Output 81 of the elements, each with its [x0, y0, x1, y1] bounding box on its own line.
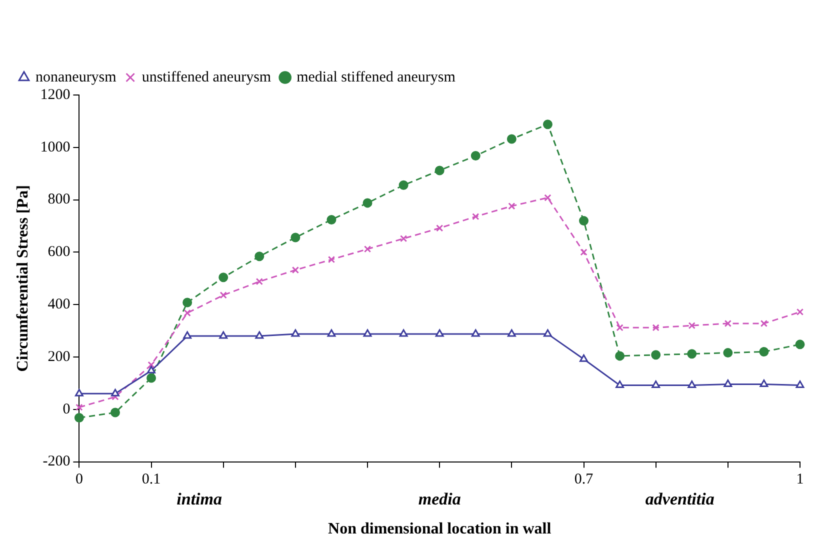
point: [218, 272, 228, 282]
point: [327, 329, 336, 337]
text: adventitia: [645, 490, 715, 509]
point: [220, 292, 227, 299]
point: [292, 266, 300, 274]
point: [434, 166, 444, 176]
text: intima: [176, 490, 222, 509]
x-axis-title: Non dimensional location in wall: [328, 520, 552, 538]
point: [471, 329, 480, 337]
point: [759, 347, 769, 357]
point: [74, 413, 84, 423]
point: [400, 235, 408, 242]
y-axis-title: Circumferential Stress [Pa]: [14, 185, 32, 372]
point: [436, 224, 444, 232]
point: [542, 120, 552, 130]
point: [326, 214, 336, 224]
point: [616, 324, 624, 332]
point: [652, 324, 660, 332]
point: [148, 361, 155, 368]
point: [362, 198, 372, 208]
point: [795, 340, 805, 350]
point: [760, 380, 768, 387]
x-tick-label: 0: [75, 472, 83, 488]
point: [724, 320, 732, 328]
point: [146, 373, 156, 383]
point: [507, 329, 516, 337]
x-tick-label: 0.7: [574, 472, 594, 488]
point: [651, 350, 661, 360]
point: [796, 308, 804, 316]
point: [110, 408, 120, 418]
y-tick-label: 600: [48, 244, 70, 260]
point: [398, 180, 408, 190]
y-tick-label: -200: [42, 454, 70, 470]
point: [579, 216, 589, 226]
point: [328, 256, 336, 264]
y-tick-label: 200: [48, 348, 70, 365]
legend-label: unstiffened aneurysm: [142, 69, 272, 86]
point: [615, 351, 625, 361]
point: [290, 232, 300, 242]
y-tick-label: 800: [48, 192, 70, 208]
point: [724, 380, 732, 387]
point: [616, 380, 624, 388]
x-tick-label: 1: [796, 472, 804, 488]
point: [111, 388, 120, 396]
point: [544, 194, 552, 202]
point: [435, 329, 444, 337]
point: [183, 331, 192, 339]
point: [363, 329, 372, 337]
point: [291, 329, 300, 337]
point: [470, 151, 480, 161]
point: [580, 354, 588, 362]
point: [723, 348, 733, 358]
text: media: [418, 490, 462, 509]
point: [399, 329, 408, 337]
point: [688, 380, 696, 388]
point: [256, 278, 263, 286]
point: [688, 322, 696, 330]
point: [184, 309, 191, 317]
point: [506, 134, 516, 144]
point: [652, 380, 660, 388]
y-tick-label: 400: [48, 296, 70, 313]
legend-label: nonaneurysm: [36, 69, 117, 86]
point: [472, 212, 480, 220]
point: [796, 380, 804, 388]
point: [580, 248, 588, 256]
point: [255, 331, 264, 339]
point: [182, 298, 192, 308]
point: [760, 320, 768, 328]
y-tick-label: 1000: [40, 139, 70, 156]
point: [544, 329, 552, 337]
point: [687, 349, 697, 359]
point: [364, 245, 372, 253]
x-tick-label: 0.1: [142, 472, 161, 488]
legend-label: medial stiffened aneurysm: [296, 69, 456, 86]
point: [219, 331, 228, 339]
y-tick-label: 1200: [40, 86, 70, 103]
point: [254, 252, 264, 262]
point: [508, 202, 516, 210]
point: [76, 404, 83, 411]
y-tick-label: 0: [62, 401, 70, 418]
point: [147, 366, 156, 374]
